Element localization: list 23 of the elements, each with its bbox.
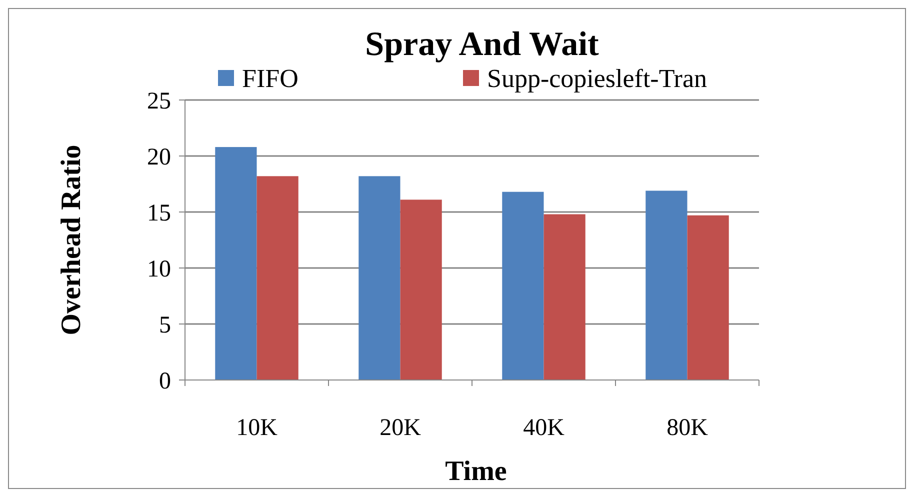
y-tick-label: 25 <box>147 88 171 114</box>
chart-title: Spray And Wait <box>365 26 600 63</box>
y-tick-label: 20 <box>147 144 171 170</box>
legend-label: Supp-copiesleft-Tran <box>487 64 708 94</box>
x-tick-label: 80K <box>666 415 709 441</box>
bar <box>544 214 586 380</box>
y-axis-title: Overhead Ratio <box>56 144 87 336</box>
bar <box>646 190 688 380</box>
y-tick-label: 0 <box>159 368 171 394</box>
bar <box>400 200 442 380</box>
bar <box>215 147 257 380</box>
y-tick-label: 5 <box>159 312 171 338</box>
x-tick-label: 40K <box>523 415 566 441</box>
y-tick-label: 15 <box>147 200 171 226</box>
y-tick-label: 10 <box>147 256 171 282</box>
bar <box>687 215 729 380</box>
x-axis-title: Time <box>445 456 507 487</box>
bar <box>502 192 544 380</box>
x-tick-label: 20K <box>380 415 422 441</box>
legend-label: FIFO <box>242 64 298 94</box>
bar <box>256 176 298 380</box>
x-tick-label: 10K <box>236 415 278 441</box>
bar <box>358 176 400 380</box>
